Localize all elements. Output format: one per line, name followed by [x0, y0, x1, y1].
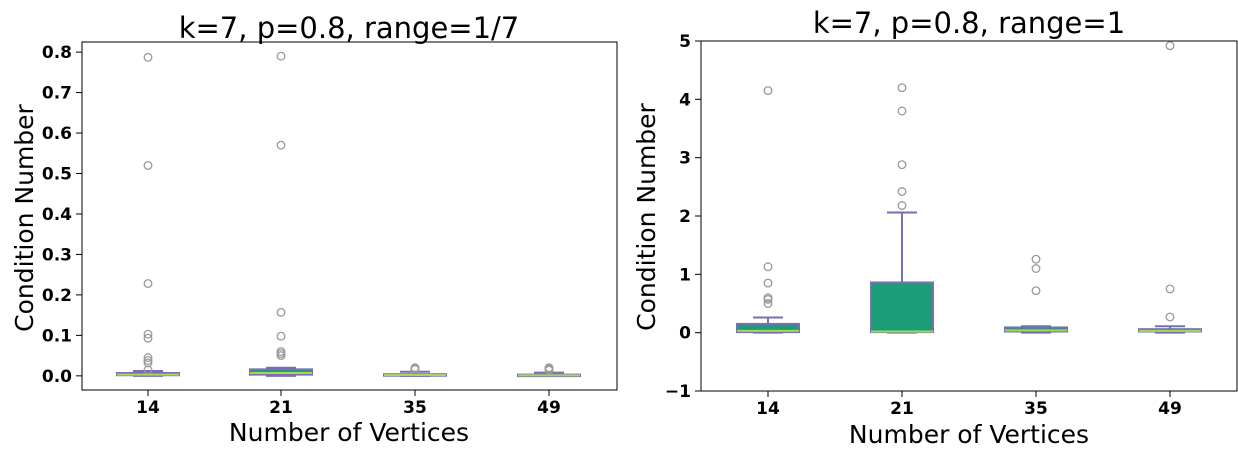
y-tick-label: 0.6	[42, 124, 72, 144]
box-35	[1004, 254, 1068, 334]
outlier-point	[143, 329, 153, 339]
box-49	[1138, 41, 1202, 334]
outlier-point	[763, 299, 773, 308]
chart-left-xlabel: Number of Vertices	[229, 418, 469, 447]
y-tick-label: 0	[679, 324, 691, 344]
outlier-point	[763, 294, 773, 304]
outlier-point	[276, 331, 286, 341]
outlier-point	[1031, 264, 1041, 273]
chart-left-title: k=7, p=0.8, range=1/7	[179, 11, 520, 45]
outlier-point	[544, 365, 554, 375]
x-tick-label: 21	[269, 398, 293, 418]
chart-right-ylabel: Condition Number	[632, 102, 661, 330]
chart-right-frame	[700, 40, 1238, 392]
y-tick-label: 3	[679, 149, 691, 169]
outlier-point	[143, 365, 153, 375]
outlier-point	[1165, 284, 1175, 294]
chart-left: k=7, p=0.8, range=1/7 Number of Vertices…	[10, 11, 618, 447]
box-49	[517, 363, 581, 378]
box-14	[116, 52, 180, 377]
box-iqr	[870, 281, 934, 334]
y-tick-label: 0.1	[42, 326, 72, 346]
outlier-point	[897, 201, 907, 210]
y-tick-label: 0.7	[42, 84, 72, 104]
outlier-point	[1165, 312, 1175, 322]
outlier-point	[276, 351, 286, 361]
y-tick-label: 4	[679, 90, 691, 110]
x-tick-label: 35	[1024, 399, 1048, 419]
chart-right: k=7, p=0.8, range=1 Number of Vertices C…	[632, 6, 1238, 449]
outlier-point	[143, 160, 153, 170]
outlier-point	[897, 106, 907, 116]
x-tick-label: 49	[537, 398, 561, 418]
x-tick-label: 14	[136, 398, 160, 418]
y-tick-label: 0.2	[42, 286, 72, 306]
chart-left-ylabel: Condition Number	[10, 103, 39, 331]
outlier-point	[763, 278, 773, 288]
chart-right-title: k=7, p=0.8, range=1	[813, 6, 1125, 40]
y-tick-label: 0.3	[42, 245, 72, 265]
x-tick-label: 21	[890, 399, 914, 419]
outlier-point	[276, 51, 286, 61]
y-tick-label: 0.8	[42, 43, 72, 63]
y-tick-label: 0.5	[42, 165, 72, 185]
outlier-point	[143, 356, 153, 365]
y-tick-label: 1	[679, 265, 691, 285]
y-tick-label: 0.4	[42, 205, 72, 225]
box-iqr	[736, 322, 800, 334]
y-tick-label: −1	[665, 382, 691, 402]
box-21	[249, 51, 313, 377]
outlier-point	[763, 86, 773, 96]
box-14	[736, 86, 800, 334]
outlier-point	[1031, 286, 1041, 296]
outlier-point	[143, 279, 153, 289]
box-iqr	[249, 368, 313, 376]
outlier-point	[276, 307, 286, 317]
x-tick-label: 14	[756, 399, 780, 419]
outlier-point	[897, 83, 907, 93]
outlier-point	[410, 364, 420, 374]
outlier-point	[1031, 254, 1041, 264]
y-tick-label: 2	[679, 207, 691, 227]
outlier-point	[276, 140, 286, 150]
y-tick-label: 5	[679, 32, 691, 52]
outlier-point	[143, 52, 153, 62]
outlier-point	[143, 333, 153, 343]
x-tick-label: 35	[403, 398, 427, 418]
box-21	[870, 83, 934, 334]
chart-right-xlabel: Number of Vertices	[849, 420, 1089, 449]
outlier-point	[143, 353, 153, 363]
y-tick-label: 0.0	[42, 367, 72, 387]
outlier-point	[763, 262, 773, 272]
outlier-point	[1165, 41, 1175, 51]
outlier-point	[897, 160, 907, 170]
x-tick-label: 49	[1158, 399, 1182, 419]
outlier-point	[897, 187, 907, 196]
outlier-point	[143, 358, 153, 368]
box-35	[383, 363, 447, 377]
chart-left-frame	[81, 41, 618, 391]
